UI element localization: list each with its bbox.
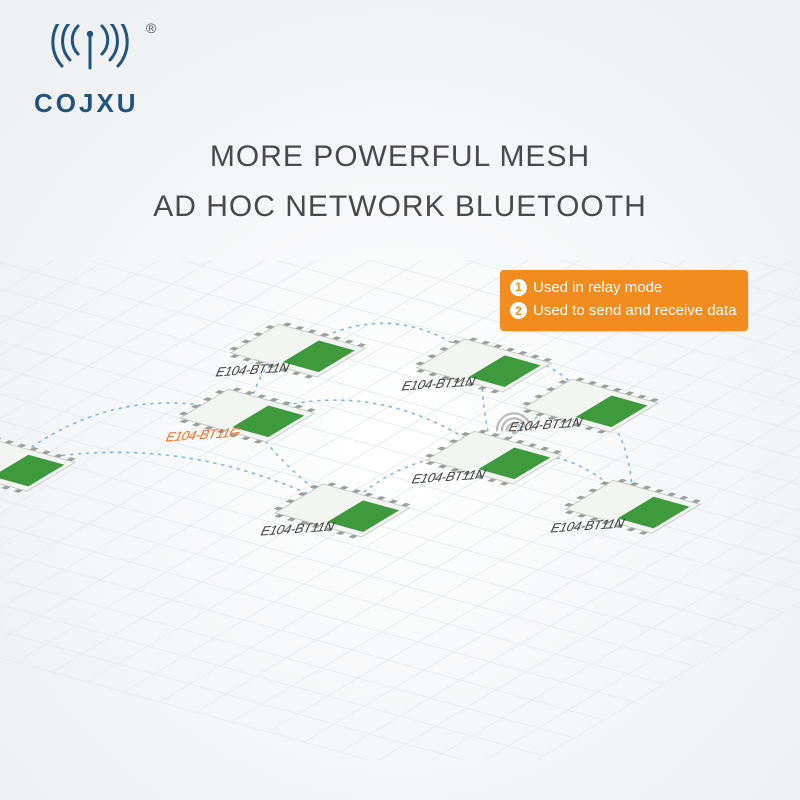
brand-name: COJXU (34, 88, 154, 119)
registered-mark: ® (146, 20, 156, 36)
heading-line-1: MORE POWERFUL MESH (0, 140, 800, 174)
callout-badge-2: 2 (510, 302, 527, 319)
callout-row-1: 1 Used in relay mode (510, 276, 736, 299)
infographic-stage: ® COJXU MORE POWERFUL MESH AD HOC NETWOR… (0, 0, 800, 800)
scene-svg (0, 0, 800, 800)
heading-line-2: AD HOC NETWORK BLUETOOTH (0, 190, 800, 224)
callout-badge-1: 1 (510, 279, 527, 296)
callout-text-2: Used to send and receive data (533, 299, 736, 322)
callout-box: 1 Used in relay mode 2 Used to send and … (500, 270, 748, 331)
callout-row-2: 2 Used to send and receive data (510, 299, 736, 322)
brand-logo: ® COJXU (34, 24, 154, 119)
callout-text-1: Used in relay mode (533, 276, 662, 299)
antenna-icon (34, 24, 154, 82)
